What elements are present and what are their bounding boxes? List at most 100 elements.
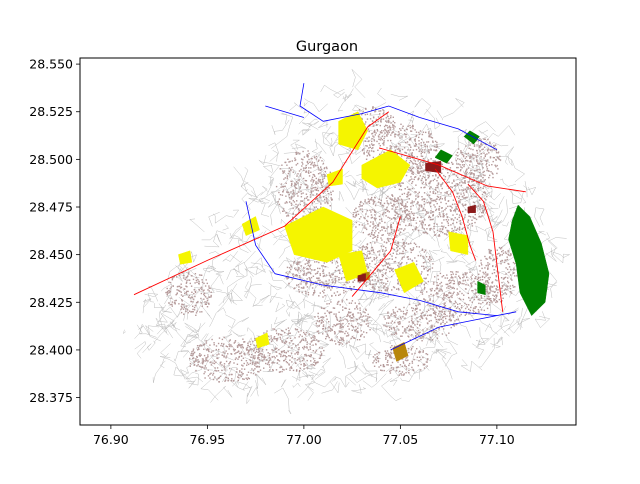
- built-up-block: [364, 199, 366, 201]
- built-up-block: [229, 361, 232, 363]
- built-up-block: [322, 180, 324, 183]
- built-up-block: [423, 158, 425, 160]
- built-up-block: [435, 314, 437, 316]
- built-up-block: [493, 298, 496, 301]
- built-up-block: [285, 341, 288, 343]
- minor-road: [478, 327, 490, 346]
- built-up-block: [190, 352, 193, 355]
- built-up-block: [298, 358, 300, 360]
- built-up-block: [313, 292, 315, 294]
- built-up-block: [424, 334, 426, 336]
- built-up-block: [278, 333, 280, 335]
- built-up-block: [213, 344, 215, 346]
- built-up-block: [303, 270, 305, 272]
- built-up-block: [392, 309, 394, 311]
- minor-road: [331, 377, 337, 382]
- built-up-block: [276, 339, 278, 342]
- built-up-block: [245, 377, 247, 379]
- built-up-block: [386, 289, 388, 292]
- built-up-block: [463, 194, 465, 196]
- built-up-block: [201, 281, 204, 283]
- minor-road: [517, 317, 530, 330]
- built-up-block: [461, 195, 464, 198]
- built-up-block: [314, 186, 316, 189]
- built-up-block: [285, 182, 287, 184]
- built-up-block: [347, 325, 349, 327]
- built-up-block: [381, 275, 384, 278]
- built-up-block: [316, 330, 318, 333]
- built-up-block: [393, 312, 395, 314]
- built-up-block: [305, 364, 307, 366]
- built-up-block: [334, 282, 337, 284]
- built-up-block: [297, 195, 299, 197]
- built-up-block: [420, 150, 422, 153]
- built-up-block: [374, 272, 376, 274]
- built-up-block: [392, 222, 394, 224]
- built-up-block: [436, 337, 439, 339]
- built-up-block: [484, 143, 487, 145]
- built-up-block: [205, 357, 207, 359]
- built-up-block: [351, 300, 354, 302]
- built-up-block: [292, 193, 294, 195]
- built-up-block: [240, 346, 242, 349]
- built-up-block: [372, 227, 374, 229]
- built-up-block: [180, 311, 183, 314]
- minor-road: [538, 231, 547, 236]
- built-up-block: [171, 279, 174, 281]
- built-up-block: [209, 373, 211, 375]
- built-up-block: [459, 199, 462, 201]
- built-up-block: [205, 340, 207, 342]
- built-up-block: [402, 310, 404, 313]
- built-up-block: [456, 323, 458, 326]
- built-up-block: [325, 315, 327, 317]
- built-up-block: [391, 313, 393, 315]
- built-up-block: [462, 205, 464, 207]
- built-up-block: [450, 218, 453, 221]
- built-up-block: [372, 286, 374, 289]
- minor-road: [441, 165, 461, 183]
- built-up-block: [424, 261, 426, 263]
- built-up-block: [200, 366, 202, 368]
- built-up-block: [377, 116, 380, 118]
- built-up-block: [394, 146, 396, 148]
- built-up-block: [446, 213, 448, 215]
- built-up-block: [348, 308, 351, 310]
- built-up-block: [349, 316, 351, 318]
- built-up-block: [440, 288, 443, 291]
- minor-road: [322, 132, 334, 148]
- built-up-block: [356, 277, 358, 279]
- built-up-block: [295, 184, 297, 186]
- built-up-block: [198, 280, 200, 283]
- built-up-block: [477, 177, 479, 179]
- built-up-block: [375, 132, 377, 134]
- built-up-block: [361, 319, 363, 321]
- built-up-block: [421, 133, 424, 136]
- minor-road: [357, 291, 369, 308]
- built-up-block: [318, 169, 320, 171]
- built-up-block: [400, 228, 403, 230]
- built-up-block: [454, 210, 457, 212]
- built-up-block: [316, 189, 318, 191]
- built-up-block: [496, 295, 498, 297]
- built-up-block: [197, 347, 200, 349]
- built-up-block: [483, 309, 485, 312]
- built-up-block: [294, 328, 297, 330]
- built-up-block: [437, 176, 439, 179]
- built-up-block: [424, 161, 427, 164]
- built-up-block: [395, 306, 397, 309]
- built-up-block: [414, 314, 416, 316]
- built-up-block: [392, 238, 394, 241]
- built-up-block: [268, 359, 271, 361]
- built-up-block: [387, 195, 389, 198]
- built-up-block: [418, 172, 420, 175]
- built-up-block: [250, 353, 253, 356]
- built-up-block: [307, 264, 310, 267]
- built-up-block: [446, 231, 449, 233]
- minor-road: [270, 190, 285, 209]
- built-up-block: [464, 197, 467, 199]
- built-up-block: [355, 221, 358, 224]
- built-up-block: [361, 208, 363, 210]
- built-up-block: [312, 164, 314, 166]
- minor-road: [237, 342, 256, 360]
- built-up-block: [300, 190, 302, 193]
